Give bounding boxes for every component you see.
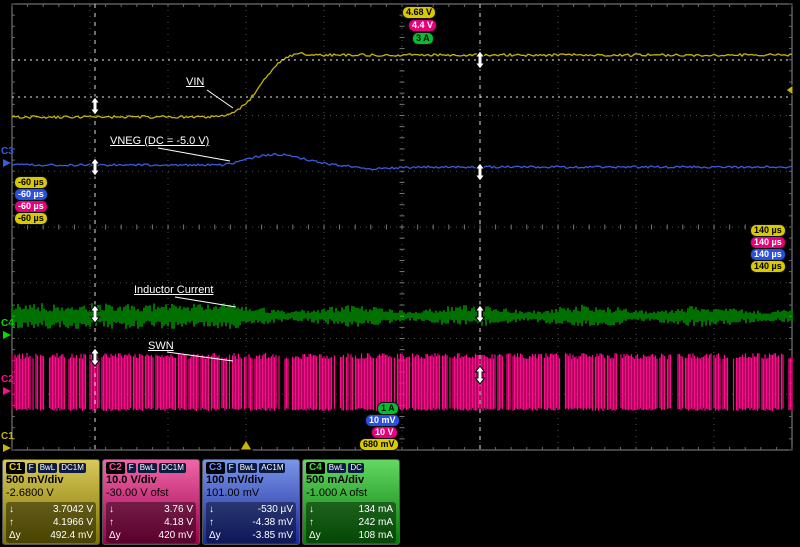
- channel-position-icon[interactable]: [3, 331, 11, 339]
- cursor-badge-right-4: 140 µs: [750, 260, 786, 273]
- trace-c3: [11, 152, 793, 171]
- c2-filter-badge: F: [126, 462, 136, 473]
- c2-vertical-scale: 10.0 V/div: [106, 474, 157, 486]
- c2-bwl-badge: BwL: [137, 462, 158, 473]
- cursor-badge-top-3: 3 A: [412, 32, 434, 45]
- c4-delta-y: 108 mA: [358, 530, 393, 541]
- c3-delta-y: -3.85 mV: [252, 530, 293, 541]
- c1-cursor-low: 3.7042 V: [52, 504, 93, 515]
- trigger-level-icon[interactable]: [785, 84, 794, 96]
- channel-descriptor-c3[interactable]: C3 F BwL AC1M 100 mV/div 101.00 mV ↓ -530…: [202, 459, 300, 545]
- delta-y-icon: Δy: [209, 530, 221, 541]
- c1-coupling-badge: DC1M: [59, 462, 86, 473]
- cursor-badge-bottom-2: 10 mV: [365, 414, 400, 427]
- c1-bwl-badge: BwL: [37, 462, 58, 473]
- c3-cursor-low: -530 µV: [257, 504, 293, 515]
- c1-vertical-offset: -2.6800 V: [6, 487, 54, 499]
- c2-cursor-readout: ↓ 3.76 V ↑ 4.18 V Δy 420 mV: [106, 502, 196, 543]
- down-arrow-icon: ↓: [209, 504, 214, 515]
- cursor-marker-icon[interactable]: [89, 304, 101, 324]
- c4-cursor-readout: ↓ 134 mA ↑ 242 mA Δy 108 mA: [306, 502, 396, 543]
- channel-descriptor-c2[interactable]: C2 F BwL DC1M 10.0 V/div -30.00 V ofst ↓…: [102, 459, 200, 545]
- c4-header: C4 BwL DC: [306, 461, 396, 474]
- c2-delta-y: 420 mV: [158, 530, 193, 541]
- trace-label-vin: VIN: [186, 76, 205, 88]
- c2-cursor-high: 4.18 V: [164, 517, 193, 528]
- channel-descriptor-c1[interactable]: C1 F BwL DC1M 500 mV/div -2.6800 V ↓ 3.70…: [2, 459, 100, 545]
- c2-cursor-low: 3.76 V: [164, 504, 193, 515]
- up-arrow-icon: ↑: [209, 517, 214, 528]
- c3-coupling-badge: AC1M: [259, 462, 286, 473]
- cursor-marker-icon[interactable]: [474, 365, 486, 385]
- c1-cursor-readout: ↓ 3.7042 V ↑ 4.1966 V Δy 492.4 mV: [6, 502, 96, 543]
- channel-position-label-c3[interactable]: C3: [1, 146, 14, 157]
- c3-bwl-badge: BwL: [237, 462, 258, 473]
- c3-vertical-offset: 101.00 mV: [206, 487, 260, 499]
- c1-filter-badge: F: [26, 462, 36, 473]
- channel-position-icon[interactable]: [3, 387, 11, 395]
- c4-channel-badge: C4: [306, 461, 325, 474]
- status-bar: C1 F BwL DC1M 500 mV/div -2.6800 V ↓ 3.70…: [0, 458, 800, 547]
- delta-y-icon: Δy: [9, 530, 21, 541]
- c1-delta-y: 492.4 mV: [50, 530, 93, 541]
- c4-cursor-low: 134 mA: [358, 504, 393, 515]
- c1-header: C1 F BwL DC1M: [6, 461, 96, 474]
- channel-position-label-c2[interactable]: C2: [1, 374, 14, 385]
- cursor-marker-icon[interactable]: [89, 157, 101, 177]
- c4-coupling-badge: DC: [348, 462, 364, 473]
- cursor-badge-left-4: -60 µs: [14, 212, 48, 225]
- trace-c2: [11, 353, 793, 411]
- c3-cursor-readout: ↓ -530 µV ↑ -4.38 mV Δy -3.85 mV: [206, 502, 296, 543]
- down-arrow-icon: ↓: [309, 504, 314, 515]
- c1-channel-badge: C1: [6, 461, 25, 474]
- trace-c1: [11, 52, 793, 120]
- c4-cursor-high: 242 mA: [358, 517, 393, 528]
- waveform-display: [3, 3, 794, 452]
- c3-vertical-scale: 100 mV/div: [206, 474, 264, 486]
- channel-position-label-c1[interactable]: C1: [1, 431, 14, 442]
- channel-descriptor-c4[interactable]: C4 BwL DC 500 mA/div -1.000 A ofst ↓ 134 …: [302, 459, 400, 545]
- channel-position-icon[interactable]: [3, 159, 11, 167]
- c3-cursor-high: -4.38 mV: [252, 517, 293, 528]
- trace-c4: [11, 303, 793, 329]
- down-arrow-icon: ↓: [109, 504, 114, 515]
- up-arrow-icon: ↑: [309, 517, 314, 528]
- trigger-position-icon[interactable]: [239, 439, 253, 451]
- c3-filter-badge: F: [226, 462, 236, 473]
- trace-label-inductor: Inductor Current: [134, 284, 214, 296]
- c3-header: C3 F BwL AC1M: [206, 461, 296, 474]
- channel-position-icon[interactable]: [3, 444, 11, 452]
- down-arrow-icon: ↓: [9, 504, 14, 515]
- trace-label-swn: SWN: [148, 340, 174, 352]
- delta-y-icon: Δy: [309, 530, 321, 541]
- trace-label-vneg: VNEG (DC = -5.0 V): [110, 135, 210, 147]
- up-arrow-icon: ↑: [109, 517, 114, 528]
- up-arrow-icon: ↑: [9, 517, 14, 528]
- c4-vertical-scale: 500 mA/div: [306, 474, 365, 486]
- c1-vertical-scale: 500 mV/div: [6, 474, 64, 486]
- cursor-marker-icon[interactable]: [474, 162, 486, 182]
- c4-bwl-badge: BwL: [326, 462, 347, 473]
- cursor-marker-icon[interactable]: [89, 96, 101, 116]
- c2-vertical-offset: -30.00 V ofst: [106, 487, 169, 499]
- cursor-marker-icon[interactable]: [474, 304, 486, 324]
- cursor-badge-bottom-4: 680 mV: [359, 438, 399, 451]
- c1-cursor-high: 4.1966 V: [52, 517, 93, 528]
- c3-channel-badge: C3: [206, 461, 225, 474]
- cursor-marker-icon[interactable]: [89, 347, 101, 367]
- cursor-marker-icon[interactable]: [474, 50, 486, 70]
- c2-coupling-badge: DC1M: [159, 462, 186, 473]
- cursor-badge-top-1: 4.68 V: [402, 6, 437, 19]
- channel-position-label-c4[interactable]: C4: [1, 318, 14, 329]
- delta-y-icon: Δy: [109, 530, 121, 541]
- c2-header: C2 F BwL DC1M: [106, 461, 196, 474]
- c4-vertical-offset: -1.000 A ofst: [306, 487, 368, 499]
- cursor-badge-top-2: 4.4 V: [408, 19, 438, 32]
- c2-channel-badge: C2: [106, 461, 125, 474]
